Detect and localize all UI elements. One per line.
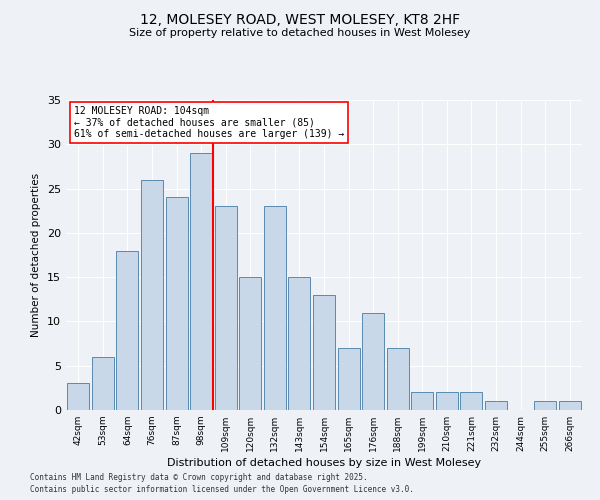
Bar	[559, 401, 581, 410]
Bar	[239, 277, 262, 410]
Bar	[92, 357, 114, 410]
Y-axis label: Number of detached properties: Number of detached properties	[31, 173, 41, 337]
Text: Contains HM Land Registry data © Crown copyright and database right 2025.: Contains HM Land Registry data © Crown c…	[30, 472, 368, 482]
Bar	[313, 295, 335, 410]
Bar	[534, 401, 556, 410]
Bar	[436, 392, 458, 410]
Text: 12 MOLESEY ROAD: 104sqm
← 37% of detached houses are smaller (85)
61% of semi-de: 12 MOLESEY ROAD: 104sqm ← 37% of detache…	[74, 106, 344, 140]
Bar	[289, 277, 310, 410]
Text: Contains public sector information licensed under the Open Government Licence v3: Contains public sector information licen…	[30, 485, 414, 494]
Bar	[362, 312, 384, 410]
X-axis label: Distribution of detached houses by size in West Molesey: Distribution of detached houses by size …	[167, 458, 481, 468]
Bar	[215, 206, 237, 410]
Bar	[190, 153, 212, 410]
Bar	[141, 180, 163, 410]
Text: 12, MOLESEY ROAD, WEST MOLESEY, KT8 2HF: 12, MOLESEY ROAD, WEST MOLESEY, KT8 2HF	[140, 12, 460, 26]
Bar	[386, 348, 409, 410]
Bar	[166, 198, 188, 410]
Bar	[460, 392, 482, 410]
Bar	[116, 250, 139, 410]
Bar	[338, 348, 359, 410]
Bar	[411, 392, 433, 410]
Text: Size of property relative to detached houses in West Molesey: Size of property relative to detached ho…	[130, 28, 470, 38]
Bar	[264, 206, 286, 410]
Bar	[485, 401, 507, 410]
Bar	[67, 384, 89, 410]
